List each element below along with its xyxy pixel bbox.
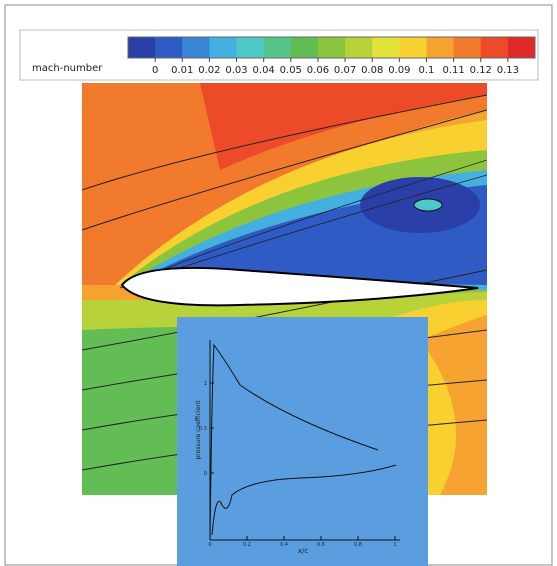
inset-x-tick-label: 0 (208, 542, 211, 548)
inset-y-tick-label: 0 (204, 471, 207, 477)
color-swatch (345, 37, 373, 58)
inset-x-tick-label: 0.4 (280, 542, 288, 548)
color-swatch (426, 37, 454, 58)
color-swatch (372, 37, 400, 58)
colorbar-tick-label: 0.1 (419, 65, 435, 76)
colorbar-tick-label: 0.01 (171, 65, 193, 76)
color-swatch (209, 37, 237, 58)
colorbar-tick-label: 0.09 (388, 65, 410, 76)
inset-x-tick-label: 0.6 (317, 542, 325, 548)
color-swatch (155, 37, 183, 58)
colorbar-tick-label: 0.08 (361, 65, 383, 76)
colorbar-tick-label: 0.13 (497, 65, 519, 76)
colorbar-tick-label: 0.11 (442, 65, 464, 76)
color-swatch (128, 37, 156, 58)
colorbar-tick-label: 0.06 (307, 65, 329, 76)
color-swatch (291, 37, 319, 58)
color-swatch (264, 37, 292, 58)
color-swatch (508, 37, 536, 58)
inset-x-tick-label: 0.8 (354, 542, 362, 548)
colorbar-tick-label: 0 (152, 65, 158, 76)
inset-y-tick-label: 1 (204, 381, 207, 387)
inset-y-tick-label: 0.5 (199, 426, 207, 432)
page: 0 0.01 0.02 0.03 0.04 0.05 0.06 0.07 0.08 0.09 0.1… (0, 0, 557, 566)
color-swatch (481, 37, 509, 58)
inset-x-label: x/c (298, 547, 309, 555)
color-swatch (399, 37, 427, 58)
colorbar-tick-label: 0.04 (253, 65, 275, 76)
figure: 0 0.01 0.02 0.03 0.04 0.05 0.06 0.07 0.08 0.09 0.1… (0, 0, 557, 566)
colorbar-tick-label: 0.07 (334, 65, 356, 76)
colorbar-label: mach-number (32, 63, 103, 74)
colorbar-tick-label: 0.02 (198, 65, 220, 76)
colorbar-tick-label: 0.05 (280, 65, 302, 76)
inset-panel (177, 317, 428, 566)
color-swatch (182, 37, 210, 58)
color-swatch (237, 37, 265, 58)
colorbar-tick-label: 0.12 (470, 65, 492, 76)
inset-x-tick-label: 0.2 (243, 542, 251, 548)
color-swatch (318, 37, 346, 58)
color-swatch (454, 37, 482, 58)
colorbar-tick-label: 0.03 (225, 65, 247, 76)
inset-x-tick-label: 1 (393, 542, 396, 548)
